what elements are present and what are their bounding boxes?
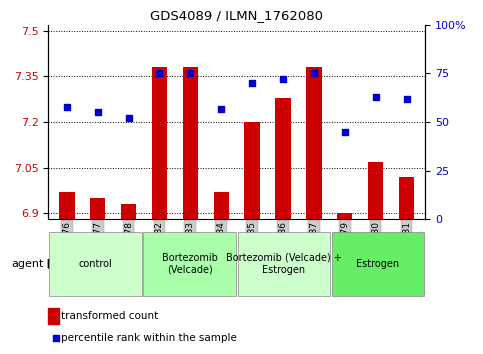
Point	[217, 105, 225, 111]
Text: transformed count: transformed count	[61, 311, 158, 321]
Bar	[121, 204, 136, 219]
Point	[156, 70, 163, 76]
Point	[310, 70, 318, 76]
Text: percentile rank within the sample: percentile rank within the sample	[61, 333, 237, 343]
Point	[52, 335, 59, 341]
Bar	[399, 177, 414, 219]
Point	[125, 115, 132, 121]
Point	[186, 70, 194, 76]
Bar	[152, 67, 167, 219]
Point	[63, 104, 71, 109]
Bar	[306, 67, 322, 219]
Text: Bortezomib
(Velcade): Bortezomib (Velcade)	[162, 253, 217, 275]
Bar	[59, 192, 74, 219]
Bar	[337, 213, 353, 219]
Point	[372, 94, 380, 99]
Point	[403, 96, 411, 102]
Bar	[368, 162, 384, 219]
Bar	[244, 122, 260, 219]
Point	[341, 129, 349, 135]
Bar	[213, 192, 229, 219]
Text: agent: agent	[11, 259, 43, 269]
Text: control: control	[79, 259, 112, 269]
Bar	[275, 98, 291, 219]
Text: Bortezomib (Velcade) +
Estrogen: Bortezomib (Velcade) + Estrogen	[226, 253, 341, 275]
Text: Estrogen: Estrogen	[356, 259, 399, 269]
Title: GDS4089 / ILMN_1762080: GDS4089 / ILMN_1762080	[150, 9, 323, 22]
Point	[279, 76, 287, 82]
Point	[94, 110, 101, 115]
Bar	[90, 198, 105, 219]
Bar	[183, 67, 198, 219]
Point	[248, 80, 256, 86]
